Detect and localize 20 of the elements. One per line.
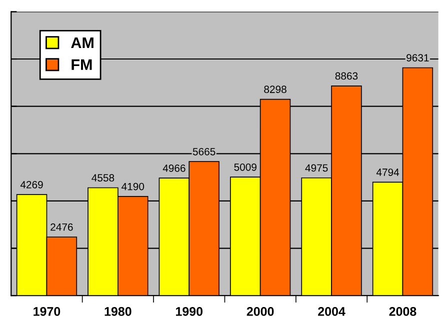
legend-label: AM [71, 37, 94, 48]
data-label: 2476 [50, 223, 73, 231]
data-label: 8863 [335, 72, 358, 80]
data-label: 4190 [122, 182, 144, 190]
data-label: 4269 [20, 180, 43, 188]
data-label: 5009 [234, 163, 256, 171]
data-label: 9631 [406, 54, 429, 62]
data-label: 4966 [162, 164, 186, 172]
data-label: 8298 [264, 86, 286, 94]
x-tick-label: 1980 [104, 307, 132, 316]
data-label: 4794 [376, 168, 400, 176]
legend-label: FM [72, 59, 92, 70]
x-tick-label: 2004 [318, 307, 346, 316]
x-tick-label: 2000 [246, 307, 274, 316]
data-label: 4558 [92, 174, 114, 182]
x-tick-label: 2008 [389, 307, 416, 316]
x-tick-label: 1990 [176, 307, 203, 316]
data-label: 5665 [192, 148, 216, 156]
data-label: 4975 [305, 164, 328, 172]
x-tick-label: 1970 [34, 307, 60, 316]
